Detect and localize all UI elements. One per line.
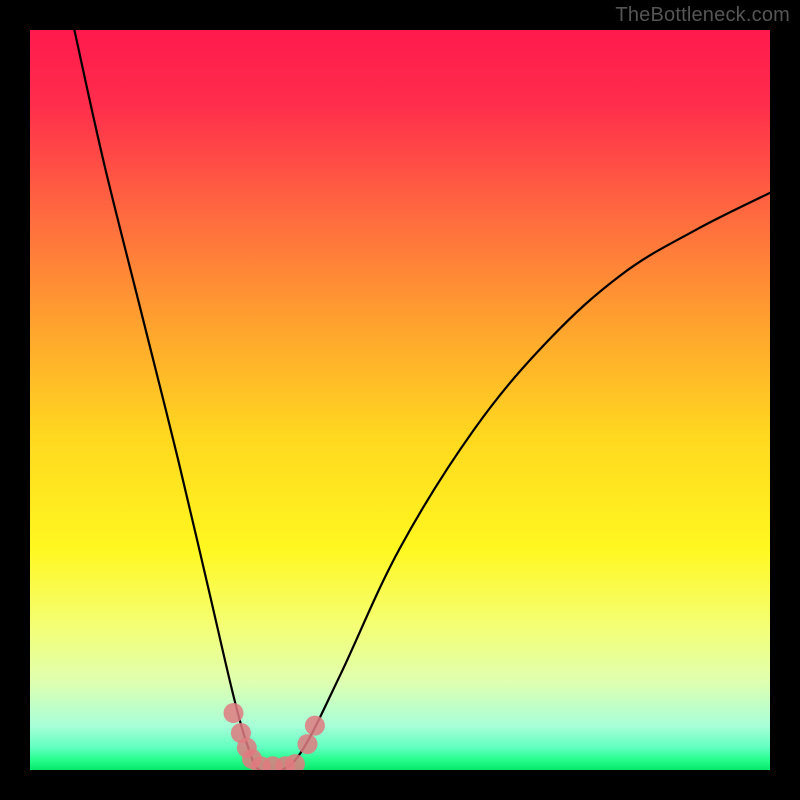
chart-container: TheBottleneck.com	[0, 0, 800, 800]
highlight-marker	[224, 703, 244, 723]
watermark-text: TheBottleneck.com	[615, 4, 790, 27]
highlight-marker	[305, 716, 325, 736]
gradient-background	[30, 30, 770, 770]
highlight-marker	[298, 734, 318, 754]
plot-svg	[30, 30, 770, 770]
plot-area	[30, 30, 770, 770]
